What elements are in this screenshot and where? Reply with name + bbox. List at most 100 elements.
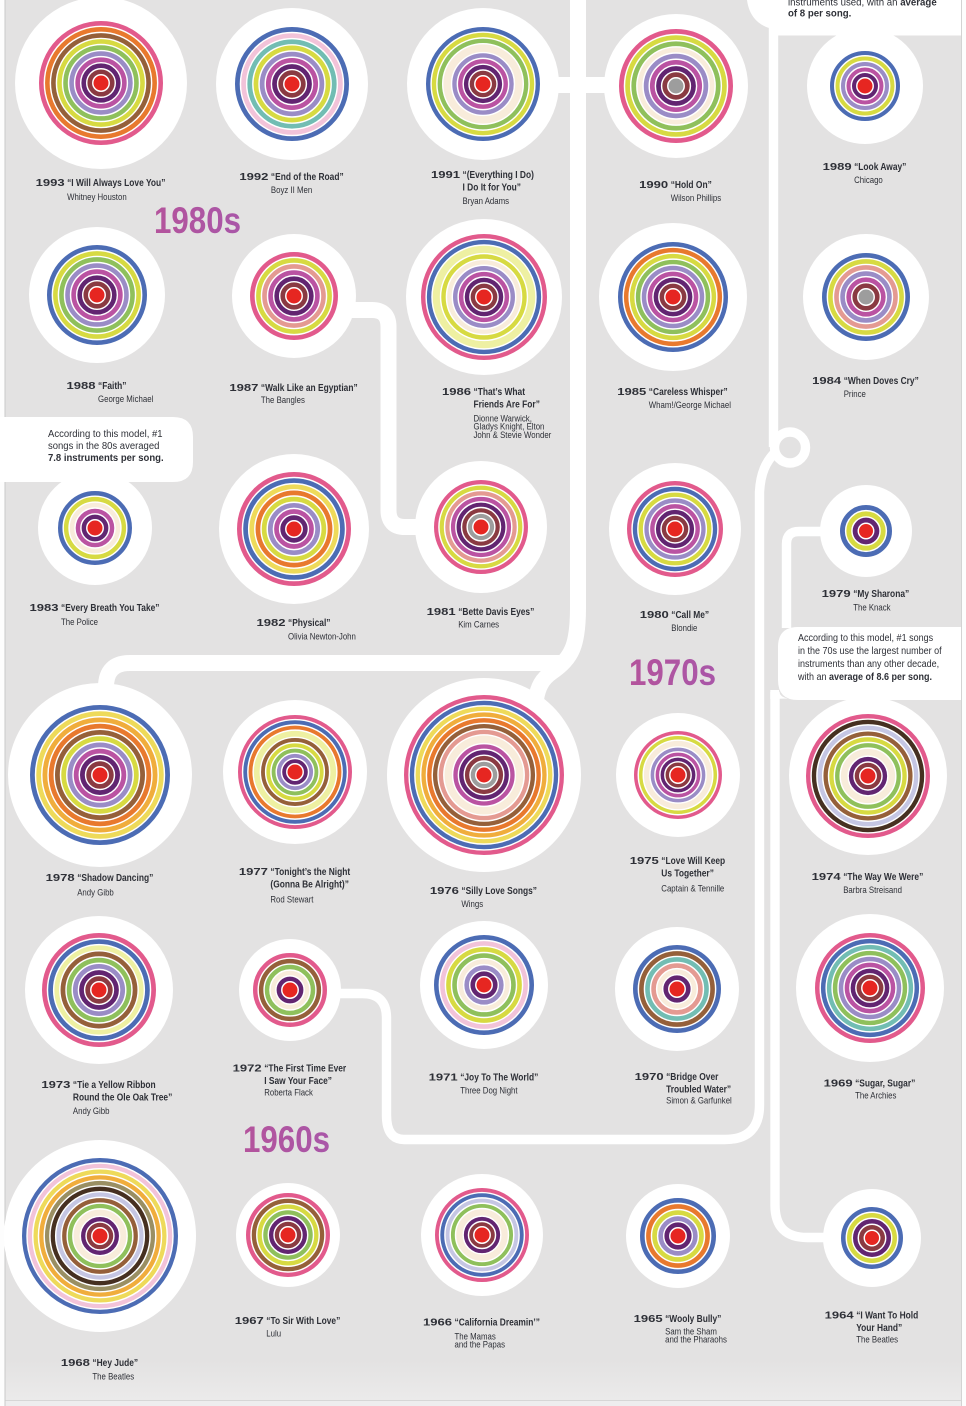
svg-text:Roberta Flack: Roberta Flack [264, 1088, 313, 1098]
svg-text:1970s: 1970s [629, 652, 716, 693]
svg-text:in the 70s use the largest num: in the 70s use the largest number of [798, 646, 942, 657]
svg-text:Captain & Tennille: Captain & Tennille [661, 884, 724, 894]
svg-text:The Beatles: The Beatles [856, 1335, 898, 1345]
svg-text:Chicago: Chicago [854, 175, 883, 185]
svg-text:The Police: The Police [61, 617, 98, 627]
svg-text:Gladys Knight, Elton: Gladys Knight, Elton [474, 422, 545, 432]
svg-text:“That’s What: “That’s What [474, 386, 526, 398]
svg-text:“California Dreamin’”: “California Dreamin’” [455, 1317, 540, 1329]
svg-text:Us Together”: Us Together” [661, 868, 714, 880]
svg-text:1974: 1974 [812, 871, 841, 883]
svg-text:“Walk Like an Egyptian”: “Walk Like an Egyptian” [261, 382, 358, 394]
svg-text:“Joy To The World”: “Joy To The World” [460, 1072, 538, 1084]
svg-text:1968: 1968 [61, 1357, 90, 1369]
svg-text:Three Dog Night: Three Dog Night [460, 1086, 518, 1096]
svg-text:1969: 1969 [824, 1078, 853, 1090]
svg-text:1973: 1973 [41, 1079, 70, 1091]
svg-text:1980: 1980 [640, 609, 669, 621]
svg-text:“Wooly Bully”: “Wooly Bully” [665, 1313, 721, 1325]
svg-text:The Mamas: The Mamas [455, 1332, 497, 1342]
svg-text:John & Stevie Wonder: John & Stevie Wonder [474, 430, 552, 440]
svg-text:Prince: Prince [844, 389, 866, 399]
svg-text:“Hold On”: “Hold On” [671, 179, 712, 191]
svg-text:1992: 1992 [239, 171, 268, 183]
svg-text:Troubled Water”: Troubled Water” [666, 1084, 731, 1096]
svg-text:and the Pharaohs: and the Pharaohs [665, 1335, 727, 1345]
svg-text:with an average of 8.6 per son: with an average of 8.6 per song. [797, 672, 932, 683]
svg-text:instruments used, with an aver: instruments used, with an average [788, 0, 937, 9]
svg-text:(Gonna Be Alright)”: (Gonna Be Alright)” [270, 879, 349, 891]
svg-text:“(Everything I Do): “(Everything I Do) [463, 169, 534, 181]
svg-text:“Shadow Dancing”: “Shadow Dancing” [77, 872, 153, 884]
svg-text:“Careless Whisper”: “Careless Whisper” [649, 386, 728, 398]
svg-text:1983: 1983 [30, 602, 59, 614]
svg-text:Andy Gibb: Andy Gibb [73, 1106, 110, 1116]
svg-text:1975: 1975 [630, 855, 659, 867]
svg-text:“Silly Love Songs”: “Silly Love Songs” [461, 885, 537, 897]
svg-text:“The First Time Ever: “The First Time Ever [264, 1063, 346, 1075]
svg-text:1984: 1984 [812, 375, 841, 387]
svg-text:George Michael: George Michael [98, 394, 153, 404]
svg-text:Lulu: Lulu [266, 1329, 281, 1339]
svg-text:“Every Breath You Take”: “Every Breath You Take” [61, 602, 160, 614]
svg-text:instruments than any other dec: instruments than any other decade, [798, 659, 939, 670]
svg-text:I Do It for You”: I Do It for You” [463, 182, 522, 194]
svg-text:“Love Will Keep: “Love Will Keep [661, 855, 725, 867]
svg-text:1964: 1964 [825, 1310, 854, 1322]
svg-text:Andy Gibb: Andy Gibb [77, 888, 114, 898]
svg-text:Blondie: Blondie [671, 623, 697, 633]
svg-text:1978: 1978 [46, 872, 75, 884]
svg-text:1987: 1987 [229, 382, 258, 394]
svg-text:Whitney Houston: Whitney Houston [67, 192, 127, 202]
svg-text:“When Doves Cry”: “When Doves Cry” [844, 375, 919, 387]
svg-text:1991: 1991 [431, 169, 460, 181]
svg-text:1993: 1993 [36, 177, 65, 189]
svg-text:Dionne Warwick,: Dionne Warwick, [474, 414, 532, 424]
svg-text:1977: 1977 [239, 866, 268, 878]
svg-text:“I Will Always Love You”: “I Will Always Love You” [67, 177, 165, 189]
svg-text:1985: 1985 [617, 386, 646, 398]
svg-text:“I Want To Hold: “I Want To Hold [856, 1310, 918, 1322]
svg-text:Kim Carnes: Kim Carnes [458, 620, 499, 630]
svg-text:1988: 1988 [67, 380, 96, 392]
svg-text:1982: 1982 [257, 617, 286, 629]
svg-text:“To Sir With Love”: “To Sir With Love” [266, 1315, 340, 1327]
svg-text:1966: 1966 [423, 1317, 452, 1329]
svg-text:Bryan Adams: Bryan Adams [463, 196, 510, 206]
svg-text:Simon & Garfunkel: Simon & Garfunkel [666, 1096, 732, 1106]
svg-text:According to this model, #1 so: According to this model, #1 songs [798, 633, 933, 644]
svg-text:I Saw Your Face”: I Saw Your Face” [264, 1075, 332, 1087]
svg-text:Wings: Wings [461, 899, 483, 909]
svg-text:Your Hand”: Your Hand” [856, 1322, 902, 1334]
svg-text:The Beatles: The Beatles [92, 1372, 134, 1382]
svg-text:1960s: 1960s [243, 1119, 330, 1160]
svg-text:Round the Ole Oak Tree”: Round the Ole Oak Tree” [73, 1092, 172, 1104]
svg-text:“Bette Davis Eyes”: “Bette Davis Eyes” [458, 606, 534, 618]
svg-text:Olivia Newton-John: Olivia Newton-John [288, 632, 356, 642]
svg-text:of 8 per song.: of 8 per song. [788, 8, 851, 20]
svg-text:1986: 1986 [442, 386, 471, 398]
svg-text:The Bangles: The Bangles [261, 395, 305, 405]
svg-text:songs in the 80s averaged: songs in the 80s averaged [48, 441, 159, 452]
svg-text:Sam the Sham: Sam the Sham [665, 1327, 717, 1337]
svg-text:“Call Me”: “Call Me” [671, 609, 709, 621]
svg-text:Barbra Streisand: Barbra Streisand [843, 885, 902, 895]
svg-text:1965: 1965 [634, 1313, 663, 1325]
svg-text:1980s: 1980s [154, 200, 241, 241]
svg-text:Wham!/George Michael: Wham!/George Michael [649, 400, 731, 410]
svg-text:1979: 1979 [822, 588, 851, 600]
svg-text:The Knack: The Knack [853, 603, 891, 613]
svg-text:“Look Away”: “Look Away” [854, 161, 906, 173]
svg-text:Friends Are For”: Friends Are For” [474, 399, 540, 411]
svg-text:7.8 instruments per song.: 7.8 instruments per song. [48, 453, 164, 464]
svg-text:1967: 1967 [235, 1315, 264, 1327]
svg-text:According to this model, #1: According to this model, #1 [48, 429, 163, 440]
svg-text:1990: 1990 [639, 179, 668, 191]
svg-text:“Physical”: “Physical” [288, 617, 331, 629]
svg-text:“Tonight’s the Night: “Tonight’s the Night [270, 866, 350, 878]
svg-text:“The Way We Were”: “The Way We Were” [843, 871, 923, 883]
svg-text:“Bridge Over: “Bridge Over [666, 1071, 718, 1083]
svg-text:Boyz II Men: Boyz II Men [271, 185, 312, 195]
svg-text:“End of the Road”: “End of the Road” [271, 171, 344, 183]
svg-text:1971: 1971 [429, 1072, 458, 1084]
